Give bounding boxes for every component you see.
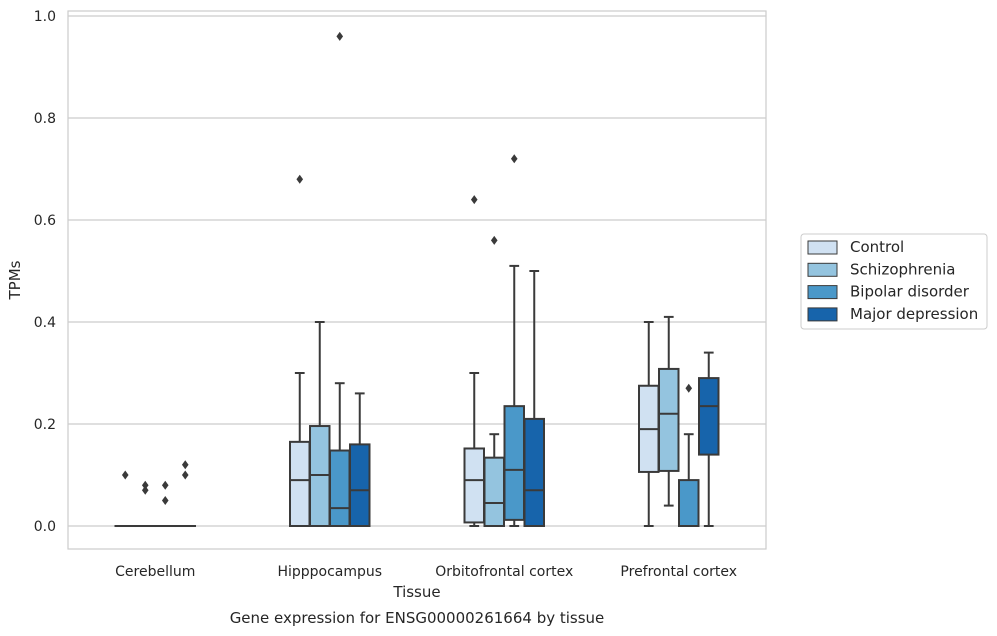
outlier-point (161, 496, 169, 505)
box-body (329, 449, 351, 527)
box (134, 480, 156, 528)
legend-label: Bipolar disorder (850, 283, 970, 301)
y-tick-label: 1.0 (34, 9, 56, 25)
outlier-point (181, 470, 189, 480)
box-groups (114, 31, 720, 528)
box-body (483, 456, 505, 527)
box-body (658, 367, 680, 472)
y-tick-labels: 0.0 0.2 0.4 0.6 0.8 1.0 (34, 9, 56, 535)
outlier-point (121, 470, 129, 480)
box-body (698, 377, 720, 456)
box (349, 392, 371, 527)
legend-label: Major depression (850, 305, 978, 323)
outlier-point (296, 174, 304, 184)
outlier-point (141, 485, 149, 495)
outlier-point (141, 480, 149, 490)
box (154, 480, 176, 528)
legend-swatch (807, 285, 838, 300)
x-tick-label: Hipppocampus (277, 564, 382, 580)
legend-swatch (807, 262, 838, 277)
y-tick-label: 0.0 (34, 519, 56, 535)
outlier-point (510, 154, 518, 164)
box (523, 270, 545, 527)
x-tick-label: Prefrontal cortex (620, 564, 737, 580)
box-body (309, 425, 331, 528)
y-tick-label: 0.8 (34, 111, 56, 127)
x-tick-label: Orbitofrontal cortex (435, 564, 573, 580)
box-body (289, 440, 311, 528)
box (658, 315, 680, 507)
legend-swatch (807, 307, 838, 322)
box (483, 235, 505, 527)
box-body (503, 405, 525, 521)
box (698, 351, 720, 527)
outlier-point (490, 235, 498, 245)
legend: Control Schizophrenia Bipolar disorder Majo… (800, 233, 988, 330)
box-body (678, 479, 700, 528)
box (329, 31, 351, 527)
legend-frame (800, 233, 988, 330)
box (678, 383, 700, 528)
box (503, 154, 525, 527)
box (174, 460, 196, 528)
legend-label: Schizophrenia (850, 260, 955, 278)
box-body (349, 443, 371, 527)
outlier-point (181, 460, 189, 470)
outlier-point (685, 383, 693, 393)
legend-label: Control (850, 238, 904, 256)
y-tick-label: 0.2 (34, 417, 56, 433)
y-axis-label: TPMs (6, 260, 24, 300)
y-tick-label: 0.4 (34, 315, 56, 331)
x-tick-label: Cerebellum (115, 564, 195, 580)
outlier-point (161, 480, 169, 490)
legend-swatch (807, 240, 838, 255)
x-axis-label: Tissue (392, 583, 440, 601)
box-body (523, 417, 545, 527)
y-tick-label: 0.6 (34, 213, 56, 229)
chart-caption: Gene expression for ENSG00000261664 by t… (230, 609, 605, 627)
box-body (463, 447, 485, 524)
x-tick-labels: Cerebellum Hipppocampus Orbitofrontal cort… (115, 564, 737, 580)
outlier-point (470, 195, 478, 205)
outlier-point (336, 31, 344, 41)
